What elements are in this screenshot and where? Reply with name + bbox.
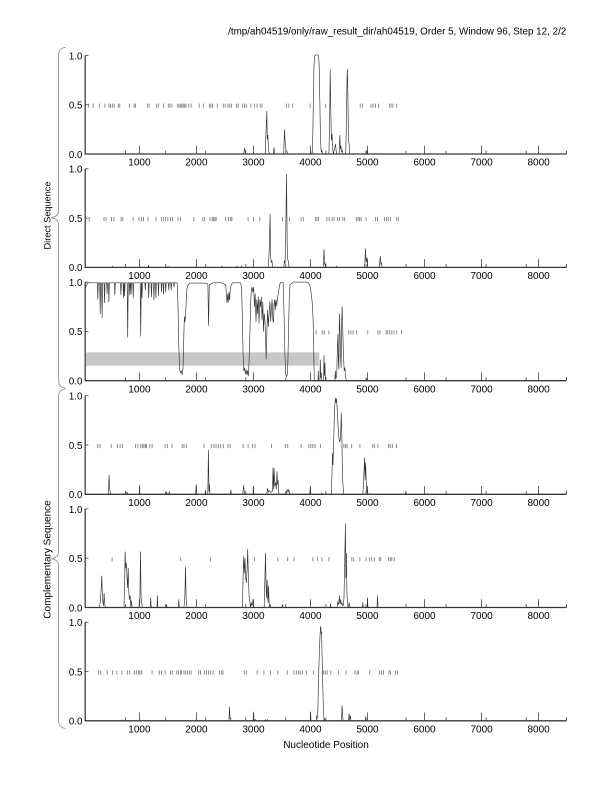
svg-text:2000: 2000 xyxy=(185,158,208,169)
svg-text:Complementary Sequence: Complementary Sequence xyxy=(43,500,54,619)
svg-text:8000: 8000 xyxy=(527,611,550,622)
svg-text:0.5: 0.5 xyxy=(69,327,82,338)
svg-text:3000: 3000 xyxy=(242,498,265,509)
svg-text:5000: 5000 xyxy=(356,498,379,509)
svg-text:5000: 5000 xyxy=(356,384,379,395)
svg-text:7000: 7000 xyxy=(470,498,493,509)
svg-text:7000: 7000 xyxy=(470,611,493,622)
svg-text:5000: 5000 xyxy=(356,271,379,282)
svg-text:6000: 6000 xyxy=(413,384,436,395)
svg-text:0.0: 0.0 xyxy=(69,263,83,274)
svg-text:0.5: 0.5 xyxy=(69,214,82,225)
svg-text:1000: 1000 xyxy=(128,158,151,169)
svg-text:1000: 1000 xyxy=(128,611,151,622)
svg-text:4000: 4000 xyxy=(299,158,322,169)
svg-text:1.0: 1.0 xyxy=(69,392,83,403)
svg-text:1.0: 1.0 xyxy=(69,165,83,176)
svg-text:1000: 1000 xyxy=(128,271,151,282)
svg-text:Nucleotide Position: Nucleotide Position xyxy=(283,740,369,751)
svg-text:8000: 8000 xyxy=(527,384,550,395)
svg-text:1000: 1000 xyxy=(128,725,151,736)
svg-text:4000: 4000 xyxy=(299,271,322,282)
svg-text:2000: 2000 xyxy=(185,498,208,509)
svg-text:2000: 2000 xyxy=(185,271,208,282)
svg-text:8000: 8000 xyxy=(527,158,550,169)
svg-text:0.0: 0.0 xyxy=(69,150,83,161)
svg-text:5000: 5000 xyxy=(356,611,379,622)
svg-text:7000: 7000 xyxy=(470,384,493,395)
svg-text:1000: 1000 xyxy=(128,498,151,509)
svg-text:8000: 8000 xyxy=(527,725,550,736)
svg-text:3000: 3000 xyxy=(242,611,265,622)
svg-text:2000: 2000 xyxy=(185,384,208,395)
svg-text:7000: 7000 xyxy=(470,271,493,282)
svg-text:6000: 6000 xyxy=(413,498,436,509)
svg-text:1.0: 1.0 xyxy=(69,278,83,289)
svg-text:Direct Sequence: Direct Sequence xyxy=(43,182,53,250)
svg-text:2000: 2000 xyxy=(185,725,208,736)
svg-text:4000: 4000 xyxy=(299,725,322,736)
svg-text:3000: 3000 xyxy=(242,725,265,736)
svg-text:5000: 5000 xyxy=(356,158,379,169)
svg-text:4000: 4000 xyxy=(299,384,322,395)
svg-text:0.5: 0.5 xyxy=(69,101,82,112)
svg-text:2000: 2000 xyxy=(185,611,208,622)
svg-text:6000: 6000 xyxy=(413,725,436,736)
svg-text:7000: 7000 xyxy=(470,158,493,169)
svg-text:0.0: 0.0 xyxy=(69,490,83,501)
svg-text:/tmp/ah04519/only/raw_result_d: /tmp/ah04519/only/raw_result_dir/ah04519… xyxy=(228,27,566,38)
svg-text:0.0: 0.0 xyxy=(69,377,83,388)
svg-text:6000: 6000 xyxy=(413,271,436,282)
svg-text:8000: 8000 xyxy=(527,271,550,282)
svg-text:0.5: 0.5 xyxy=(69,667,82,678)
svg-text:4000: 4000 xyxy=(299,498,322,509)
svg-text:1000: 1000 xyxy=(128,384,151,395)
svg-text:3000: 3000 xyxy=(242,384,265,395)
svg-text:3000: 3000 xyxy=(242,158,265,169)
svg-text:0.5: 0.5 xyxy=(69,554,82,565)
svg-text:0.5: 0.5 xyxy=(69,441,82,452)
svg-text:6000: 6000 xyxy=(413,611,436,622)
svg-text:0.0: 0.0 xyxy=(69,717,83,728)
svg-text:1.0: 1.0 xyxy=(69,51,83,62)
svg-text:7000: 7000 xyxy=(470,725,493,736)
svg-text:6000: 6000 xyxy=(413,158,436,169)
svg-text:0.0: 0.0 xyxy=(69,603,83,614)
svg-text:4000: 4000 xyxy=(299,611,322,622)
svg-text:8000: 8000 xyxy=(527,498,550,509)
svg-text:1.0: 1.0 xyxy=(69,505,83,516)
svg-text:5000: 5000 xyxy=(356,725,379,736)
svg-text:1.0: 1.0 xyxy=(69,618,83,629)
svg-text:3000: 3000 xyxy=(242,271,265,282)
